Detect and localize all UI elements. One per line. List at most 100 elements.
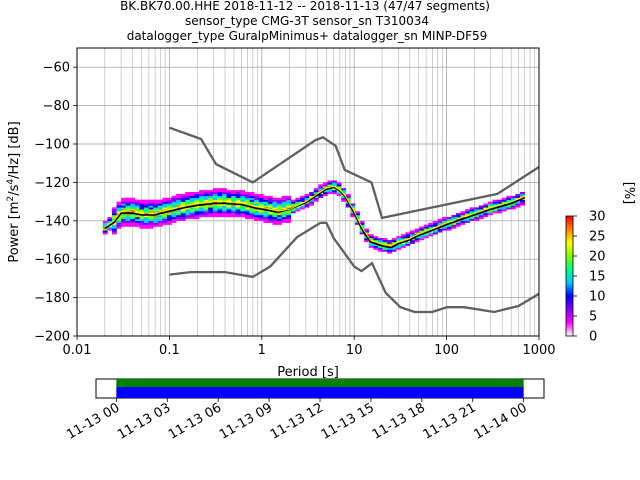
histogram-cell bbox=[171, 213, 177, 216]
histogram-cell bbox=[244, 197, 250, 200]
histogram-cell bbox=[327, 192, 333, 195]
histogram-cell bbox=[299, 199, 305, 202]
timeline-tick-label: 11-13 21 bbox=[421, 400, 479, 442]
histogram-cell bbox=[483, 203, 489, 206]
colorbar-ticks: 0 5 10 15 20 25 30 bbox=[573, 210, 606, 345]
histogram-cell bbox=[121, 199, 126, 202]
histogram-cell bbox=[318, 193, 324, 197]
histogram-cell bbox=[460, 218, 466, 221]
histogram-cell bbox=[144, 209, 149, 212]
histogram-cell bbox=[373, 240, 379, 243]
histogram-cell bbox=[107, 216, 113, 220]
histogram-cell bbox=[501, 207, 507, 210]
histogram-cell bbox=[396, 240, 402, 243]
histogram-cell bbox=[281, 207, 287, 210]
histogram-cell bbox=[125, 201, 131, 204]
histogram-cell bbox=[134, 207, 140, 210]
histogram-cell bbox=[254, 197, 259, 200]
histogram-cell bbox=[455, 213, 461, 216]
histogram-cell bbox=[194, 197, 200, 200]
histogram-cell bbox=[309, 203, 315, 206]
histogram-cell bbox=[162, 207, 168, 210]
histogram-cell bbox=[240, 199, 246, 202]
histogram-cell bbox=[226, 201, 232, 204]
histogram-cell bbox=[171, 203, 177, 206]
histogram-cell bbox=[162, 205, 168, 208]
histogram-cell bbox=[254, 209, 259, 212]
histogram-cell bbox=[203, 213, 209, 216]
histogram-cell bbox=[199, 209, 204, 212]
histogram-cell bbox=[139, 215, 145, 218]
histogram-cell bbox=[286, 203, 292, 206]
colorbar-gradient bbox=[565, 215, 574, 337]
histogram-cell bbox=[125, 216, 131, 220]
histogram-cell bbox=[286, 211, 292, 214]
histogram-cell bbox=[199, 197, 204, 200]
histogram-cell bbox=[231, 192, 237, 195]
histogram-cell bbox=[162, 215, 168, 218]
histogram-cell bbox=[506, 195, 512, 198]
histogram-cell bbox=[277, 201, 282, 204]
histogram-cell bbox=[451, 222, 457, 225]
histogram-cell bbox=[272, 205, 278, 208]
histogram-cell bbox=[455, 216, 461, 220]
histogram-cell bbox=[231, 190, 237, 193]
histogram-cell bbox=[176, 201, 182, 204]
histogram-cell bbox=[244, 207, 250, 210]
histogram-cell bbox=[515, 193, 521, 197]
histogram-cell bbox=[244, 211, 250, 214]
plot-background bbox=[77, 48, 539, 336]
histogram-cell bbox=[391, 247, 397, 250]
histogram-cell bbox=[185, 213, 191, 216]
histogram-cell bbox=[336, 184, 342, 187]
histogram-cell bbox=[240, 197, 246, 200]
histogram-cell bbox=[134, 209, 140, 212]
histogram-cell bbox=[487, 203, 493, 206]
histogram-cell bbox=[387, 240, 392, 243]
histogram-cell bbox=[487, 213, 493, 216]
histogram-cell bbox=[254, 213, 259, 216]
histogram-cell bbox=[139, 211, 145, 214]
histogram-cell bbox=[116, 203, 122, 206]
histogram-cell bbox=[180, 213, 186, 216]
histogram-cell bbox=[130, 213, 136, 216]
histogram-cell bbox=[217, 192, 223, 195]
histogram-cell bbox=[281, 203, 287, 206]
histogram-cell bbox=[212, 195, 218, 198]
histogram-cell bbox=[510, 205, 516, 208]
histogram-cell bbox=[354, 211, 360, 214]
histogram-cell bbox=[176, 211, 182, 214]
histogram-cell bbox=[212, 201, 218, 204]
histogram-cell bbox=[180, 197, 186, 200]
timeline-tick-label: 11-13 09 bbox=[217, 400, 275, 442]
histogram-cell bbox=[272, 222, 278, 225]
colorbar-tick-label: 5 bbox=[589, 310, 597, 325]
histogram-cell bbox=[176, 193, 182, 197]
histogram-cell bbox=[148, 213, 154, 216]
histogram-cell bbox=[258, 218, 264, 221]
histogram-cell bbox=[212, 190, 218, 193]
histogram-cell bbox=[121, 207, 126, 210]
histogram-cell bbox=[501, 199, 507, 202]
histogram-cell bbox=[281, 220, 287, 223]
histogram-cell bbox=[272, 215, 278, 218]
histogram-cell bbox=[414, 236, 420, 239]
histogram-cell bbox=[139, 213, 145, 216]
histogram-cell bbox=[144, 199, 149, 202]
histogram-cell bbox=[400, 234, 406, 237]
psd-plot-area: 0.01 0.1 1 10 100 1000 −200 −180 −160 −140 −120 −1… bbox=[6, 47, 556, 380]
histogram-cell bbox=[515, 203, 521, 206]
histogram-cell bbox=[465, 213, 470, 216]
histogram-cell bbox=[299, 195, 305, 198]
histogram-cell bbox=[157, 205, 163, 208]
histogram-cell bbox=[299, 207, 305, 210]
histogram-cell bbox=[153, 205, 159, 208]
histogram-cell bbox=[254, 195, 259, 198]
histogram-cell bbox=[166, 203, 172, 206]
histogram-cell bbox=[263, 201, 269, 204]
histogram-cell bbox=[258, 209, 264, 212]
histogram-cell bbox=[162, 201, 168, 204]
histogram-cell bbox=[212, 199, 218, 202]
histogram-cell bbox=[130, 215, 136, 218]
histogram-cell bbox=[185, 216, 191, 220]
